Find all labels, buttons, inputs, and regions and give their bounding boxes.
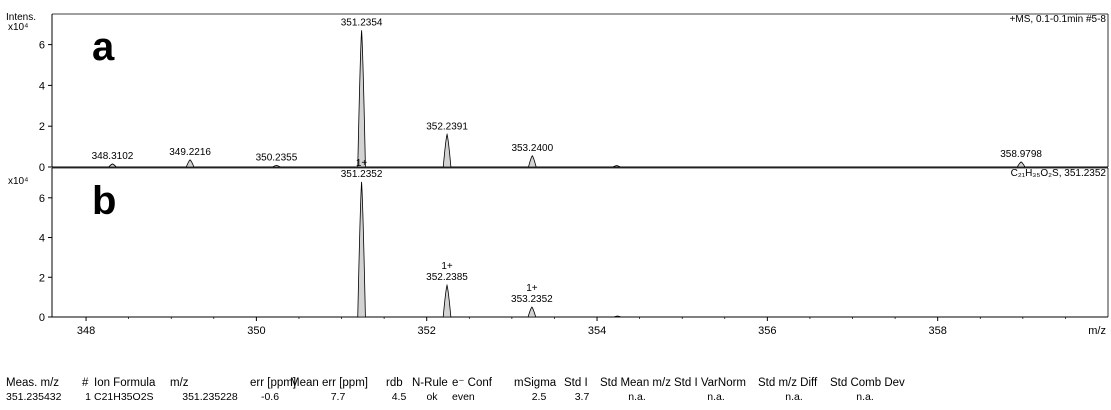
spectrum-peak <box>527 155 537 168</box>
y-scale-label: x10⁴ <box>8 176 28 187</box>
results-cell: 7.7 <box>330 391 346 403</box>
peak-charge-label: 1+ <box>441 261 453 272</box>
peak-mz-label: 348.3102 <box>92 151 134 162</box>
results-cell: n.a. <box>856 391 874 403</box>
y-tick-label: 4 <box>39 233 45 245</box>
x-tick-label: 348 <box>77 325 95 337</box>
results-cell: 4.5 <box>391 391 407 403</box>
spectrum-header-text: +MS, 0.1-0.1min #5-8 <box>1010 14 1107 25</box>
results-header-cell: Std Comb Dev <box>830 377 905 389</box>
peak-mz-label: 350.2355 <box>256 152 298 163</box>
spectrum-peak <box>271 164 282 168</box>
y-tick-label: 6 <box>39 40 45 52</box>
spectrum-peak <box>442 283 452 318</box>
results-cell: 351.235432 <box>6 391 62 403</box>
panel-label-b: b <box>92 179 116 223</box>
x-tick-label: 352 <box>418 325 436 337</box>
panel-label-a: a <box>92 25 115 69</box>
spectrum-peak <box>442 132 452 168</box>
peak-mz-label: 353.2400 <box>511 143 553 154</box>
results-header-cell: mSigma <box>514 377 557 389</box>
results-header-cell: rdb <box>386 377 403 389</box>
results-header-cell: err [ppm] <box>250 377 297 389</box>
x-tick-label: 358 <box>928 325 946 337</box>
results-header-cell: # <box>82 377 89 389</box>
y-tick-label: 0 <box>39 312 45 324</box>
peak-mz-label: 351.2352 <box>341 169 383 180</box>
y-tick-label: 0 <box>39 162 45 174</box>
peak-charge-label: 1+ <box>526 283 538 294</box>
peak-charge-label: 1+ <box>356 158 368 169</box>
results-table-header: Meas. m/z # Ion Formula m/z err [ppm] Mean er… <box>6 376 905 390</box>
results-header-cell: Std I VarNorm <box>674 377 746 389</box>
y-tick-label: 6 <box>39 193 45 205</box>
y-scale-label: x10⁴ <box>8 22 28 33</box>
results-cell: 2.5 <box>531 391 547 403</box>
results-cell: even <box>452 391 475 403</box>
results-table-row: 351.235432 1 C21H35O2S 351.235228 -0.6 7.7 4.5… <box>6 390 900 404</box>
y-axis-label: Intens. <box>6 12 36 23</box>
results-cell: n.a. <box>628 391 646 403</box>
results-header-cell: N-Rule <box>412 377 448 389</box>
spectrum-peak <box>527 306 537 318</box>
x-tick-label: 350 <box>247 325 265 337</box>
results-header-cell: Mean err [ppm] <box>290 377 368 389</box>
results-cell: ok <box>426 391 438 403</box>
peak-mz-label: 349.2216 <box>169 147 211 158</box>
y-tick-label: 2 <box>39 272 45 284</box>
results-header-cell: Std I <box>564 377 588 389</box>
peak-mz-label: 353.2352 <box>511 294 553 305</box>
x-tick-label: 356 <box>758 325 776 337</box>
x-unit-label: m/z <box>1088 325 1106 337</box>
spectrum-header-text: C₂₁H₃₅O₂S, 351.2352 <box>1011 168 1107 179</box>
results-header-cell: Ion Formula <box>94 377 156 389</box>
results-cell: 351.235228 <box>182 391 238 403</box>
results-header-cell: m/z <box>170 377 189 389</box>
results-header-cell: e⁻ Conf <box>452 377 492 389</box>
spectrum-peak <box>107 163 118 168</box>
spectrum-peak <box>185 159 195 168</box>
y-tick-label: 4 <box>39 80 45 92</box>
results-cell: n.a. <box>707 391 725 403</box>
results-cell: 3.7 <box>574 391 590 403</box>
spectrum-peak <box>357 30 366 168</box>
results-header-cell: Std m/z Diff <box>758 377 818 389</box>
peak-mz-label: 351.2354 <box>341 17 383 28</box>
x-tick-label: 354 <box>588 325 606 337</box>
results-header-cell: Meas. m/z <box>6 377 60 389</box>
results-table: Meas. m/z # Ion Formula m/z err [ppm] Mean er… <box>6 376 905 404</box>
peak-mz-label: 352.2385 <box>426 272 468 283</box>
results-cell: 1 <box>85 391 91 403</box>
y-tick-label: 2 <box>39 121 45 133</box>
spectrum-peak <box>1016 161 1026 168</box>
spectrum-peak <box>612 165 621 168</box>
results-cell: n.a. <box>785 391 803 403</box>
results-cell: C21H35O2S <box>94 391 154 403</box>
results-header-cell: Std Mean m/z <box>600 377 671 389</box>
spectrum-peak <box>613 315 622 318</box>
peak-mz-label: 352.2391 <box>426 121 468 132</box>
peak-mz-label: 358.9798 <box>1000 149 1042 160</box>
spectrum-peak <box>357 181 366 318</box>
results-cell: -0.6 <box>260 391 280 403</box>
